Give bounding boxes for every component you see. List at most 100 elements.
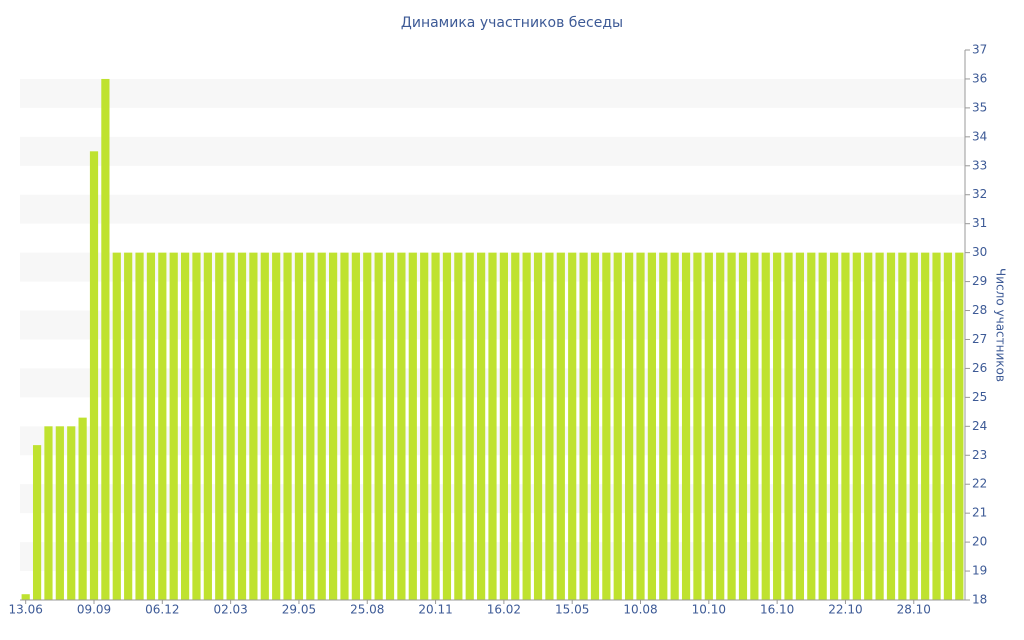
bar [363,252,372,600]
grid-band [20,194,965,224]
bar [135,252,144,600]
bar [818,252,827,600]
bar [955,252,964,600]
bar [716,252,725,600]
bar [317,252,326,600]
bar [499,252,508,600]
x-tick-label: 15.05 [555,603,589,617]
bar [442,252,452,600]
bar [545,252,554,600]
bar [704,252,713,600]
x-tick-label: 10.08 [623,603,657,617]
bar [613,252,622,600]
bar [943,252,953,600]
bar [78,417,87,600]
bar [306,252,315,600]
x-tick-label: 10.10 [692,603,726,617]
bar [180,252,190,600]
y-tick-label: 25 [972,390,987,404]
bar [272,252,281,600]
bar [89,151,99,600]
x-tick-label: 16.02 [487,603,521,617]
x-tick-label: 22.10 [828,603,862,617]
y-tick-label: 35 [972,100,987,114]
bar [408,252,417,600]
bar [784,252,793,600]
y-tick-label: 31 [972,216,987,230]
bar [226,252,235,600]
bar [146,252,156,600]
bar [203,252,212,600]
y-tick-label: 20 [972,535,987,549]
x-tick-label: 20.11 [418,603,452,617]
grid-band [20,136,965,166]
bar [841,252,850,600]
bar [294,252,304,600]
bar [283,252,292,600]
y-tick-label: 27 [972,332,987,346]
bar [454,252,463,600]
bar [124,252,133,600]
chart-title: Динамика участников беседы [401,15,623,31]
bar [647,252,656,600]
y-tick-label: 23 [972,448,987,462]
bar [169,252,178,600]
bar [260,252,269,600]
bar [864,252,873,600]
y-tick-label: 18 [972,593,987,607]
grid-band [20,78,965,108]
bar [32,445,42,600]
bar [590,252,600,600]
y-tick-label: 24 [972,419,987,433]
bar [237,252,247,600]
bar [215,252,224,600]
bar [329,252,338,600]
y-tick-label: 21 [972,506,987,520]
bar [112,252,121,600]
bar [568,252,577,600]
bar [385,252,395,600]
bar [636,252,645,600]
bar [625,252,634,600]
y-tick-label: 30 [972,245,987,259]
bar [909,252,918,600]
bar [67,426,76,600]
bar [761,252,770,600]
bar [477,252,486,600]
y-tick-label: 34 [972,129,987,143]
bar [932,252,941,600]
y-axis-label: Число участников [994,268,1008,382]
bar [681,252,691,600]
bar [488,252,497,600]
bar [101,78,110,600]
bar [807,252,816,600]
y-tick-label: 29 [972,274,987,288]
bar [727,252,736,600]
x-tick-label: 16.10 [760,603,794,617]
bar [249,252,258,600]
bar [670,252,679,600]
bar [533,252,543,600]
bar [192,252,201,600]
bar [921,252,930,600]
x-tick-label: 06.12 [145,603,179,617]
bar [556,252,565,600]
y-tick-label: 19 [972,564,987,578]
bar [522,252,531,600]
bar [579,252,588,600]
y-tick-label: 32 [972,187,987,201]
bar [693,252,702,600]
bar [852,252,861,600]
y-tick-label: 22 [972,477,987,491]
x-tick-label: 09.09 [77,603,111,617]
bar [55,426,64,600]
bar [750,252,759,600]
bar [351,252,360,600]
bar [875,252,884,600]
x-tick-label: 02.03 [213,603,247,617]
bar [465,252,474,600]
bar [374,252,383,600]
bar [397,252,406,600]
y-tick-label: 36 [972,71,987,85]
x-tick-label: 25.08 [350,603,384,617]
